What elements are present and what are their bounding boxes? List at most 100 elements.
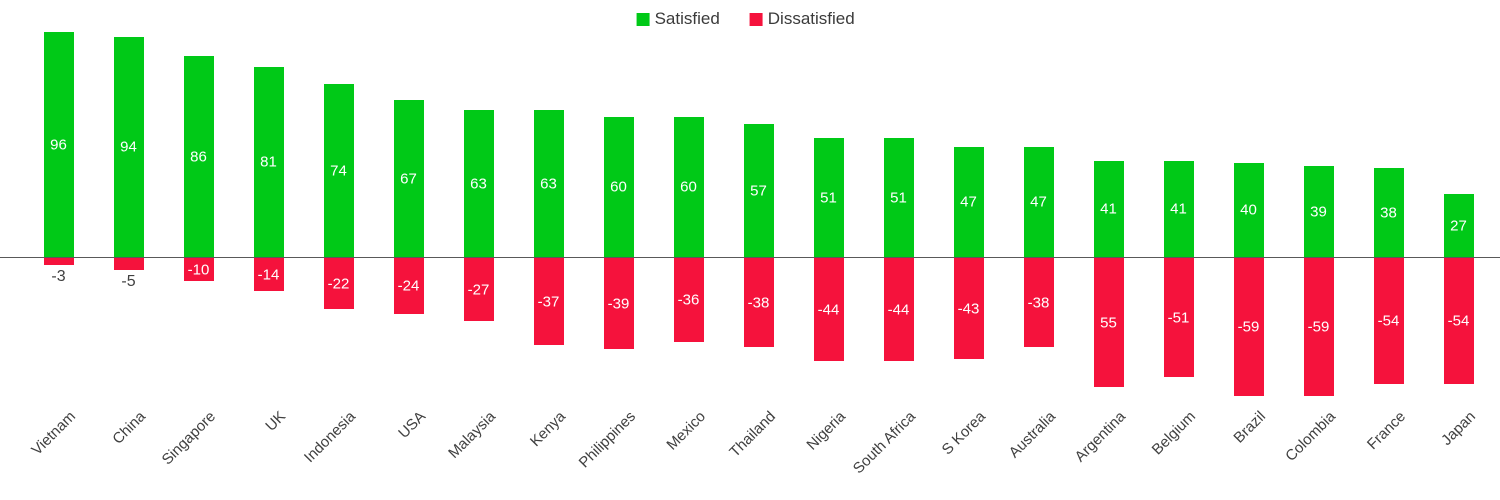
satisfied-bar: 27	[1443, 194, 1474, 257]
satisfied-bar: 94	[113, 37, 144, 257]
satisfied-bar: 57	[743, 124, 774, 257]
dissatisfied-value-label: -37	[537, 293, 560, 310]
dissatisfied-value-label: -54	[1377, 312, 1400, 330]
legend-item-satisfied: Satisfied	[636, 9, 720, 29]
satisfied-bar: 51	[813, 138, 844, 257]
x-axis-category-label-text: UK	[261, 408, 289, 435]
dissatisfied-value-label: -22	[327, 275, 350, 292]
dissatisfied-bar: -24	[393, 258, 424, 314]
dissatisfied-value-label: -59	[1307, 318, 1330, 336]
dissatisfied-bar: -39	[603, 258, 634, 349]
dissatisfied-value-label: -44	[887, 301, 910, 318]
dissatisfied-value-label: -3	[51, 268, 66, 285]
satisfied-value-label: 81	[260, 153, 277, 171]
legend-label-satisfied: Satisfied	[654, 9, 720, 28]
x-axis-baseline	[0, 257, 1500, 258]
satisfied-bar: 47	[953, 147, 984, 257]
satisfied-value-label: 41	[1100, 200, 1117, 218]
x-axis-category-label-text: Argentina	[1071, 408, 1129, 466]
satisfied-value-label: 63	[470, 175, 487, 192]
satisfied-value-label: 67	[400, 170, 417, 187]
satisfied-bar: 47	[1023, 147, 1054, 257]
satisfied-bar: 60	[603, 117, 634, 257]
dissatisfied-bar: -27	[463, 258, 494, 321]
satisfied-bar: 96	[43, 32, 74, 257]
x-axis-category-label-text: Japan	[1437, 408, 1479, 449]
dissatisfied-bar: -36	[673, 258, 704, 342]
dissatisfied-legend-swatch-icon	[749, 12, 763, 26]
dissatisfied-value-label: -14	[257, 266, 280, 283]
dissatisfied-value-label: -5	[121, 273, 136, 290]
legend-label-dissatisfied: Dissatisfied	[767, 9, 855, 28]
x-axis-category-label-text: Singapore	[158, 408, 219, 469]
dissatisfied-value-label: -36	[677, 291, 700, 309]
satisfied-legend-swatch-icon	[636, 12, 650, 26]
dissatisfied-bar: -14	[253, 258, 284, 291]
satisfied-value-label: 40	[1240, 201, 1257, 219]
x-axis-category-label-text: USA	[394, 408, 429, 442]
dissatisfied-bar: -44	[813, 258, 844, 361]
satisfied-value-label: 51	[820, 189, 837, 206]
dissatisfied-bar: -37	[533, 258, 564, 345]
dissatisfied-value-label: -44	[817, 301, 840, 318]
dissatisfied-value-label: -59	[1237, 318, 1260, 336]
x-axis-category-label-text: Colombia	[1281, 408, 1339, 465]
x-axis-category-label-text: Brazil	[1229, 408, 1269, 447]
dissatisfied-value-label: -38	[1027, 294, 1050, 311]
x-axis-category-label-text: Kenya	[526, 408, 569, 451]
satisfied-bar: 40	[1233, 163, 1264, 257]
x-axis-category-label-text: Mexico	[662, 408, 709, 454]
legend: Satisfied Dissatisfied	[636, 9, 855, 29]
dissatisfied-bar: 55	[1093, 258, 1124, 387]
x-axis-category-label-text: Nigeria	[802, 408, 849, 454]
satisfied-value-label: 51	[890, 189, 907, 206]
satisfied-bar: 81	[253, 67, 284, 257]
dissatisfied-bar: -10	[183, 258, 214, 281]
satisfied-bar: 63	[463, 110, 494, 257]
x-axis-category-label-text: China	[108, 408, 149, 448]
dissatisfied-bar: -51	[1163, 258, 1194, 377]
dissatisfied-bar: -38	[1023, 258, 1054, 347]
satisfied-value-label: 94	[120, 138, 137, 156]
dissatisfied-value-label: -10	[187, 261, 210, 278]
satisfied-value-label: 96	[50, 136, 67, 153]
satisfied-value-label: 74	[330, 162, 347, 179]
satisfied-value-label: 57	[750, 182, 767, 199]
satisfied-bar: 63	[533, 110, 564, 257]
dissatisfied-bar: -43	[953, 258, 984, 359]
satisfied-bar: 74	[323, 84, 354, 257]
satisfied-value-label: 60	[610, 178, 627, 196]
dissatisfied-bar: -22	[323, 258, 354, 309]
x-axis-category-label-text: Philippines	[575, 408, 639, 472]
x-axis-category-label-text: S Korea	[938, 408, 989, 459]
dissatisfied-value-label: -39	[607, 295, 630, 312]
dissatisfied-bar: -44	[883, 258, 914, 361]
satisfied-bar: 41	[1163, 161, 1194, 257]
x-axis-category-label-text: Thailand	[725, 408, 779, 461]
legend-item-dissatisfied: Dissatisfied	[749, 9, 855, 29]
x-axis-category-label-text: Vietnam	[27, 408, 79, 459]
dissatisfied-value-label: -24	[397, 277, 420, 295]
dissatisfied-value-label: -38	[747, 294, 770, 311]
satisfied-bar: 39	[1303, 166, 1334, 257]
satisfied-value-label: 38	[1380, 204, 1397, 221]
dissatisfied-value-label: 55	[1100, 314, 1117, 331]
dissatisfied-value-label: -54	[1447, 312, 1470, 330]
satisfied-value-label: 63	[540, 175, 557, 192]
x-axis-category-label-text: Australia	[1005, 408, 1059, 462]
satisfied-value-label: 47	[1030, 193, 1047, 211]
dissatisfied-value-label: -43	[957, 300, 980, 317]
satisfied-value-label: 41	[1170, 200, 1187, 218]
satisfied-value-label: 47	[960, 193, 977, 211]
satisfied-bar: 67	[393, 100, 424, 257]
dissatisfied-bar: -38	[743, 258, 774, 347]
x-axis-category-label-text: Belgium	[1148, 408, 1199, 459]
satisfied-value-label: 60	[680, 178, 697, 196]
x-axis-category-label-text: Malaysia	[444, 408, 499, 462]
satisfied-value-label: 27	[1450, 217, 1467, 234]
satisfied-bar: 60	[673, 117, 704, 257]
dissatisfied-bar: -59	[1233, 258, 1264, 396]
dissatisfied-bar: -54	[1373, 258, 1404, 384]
